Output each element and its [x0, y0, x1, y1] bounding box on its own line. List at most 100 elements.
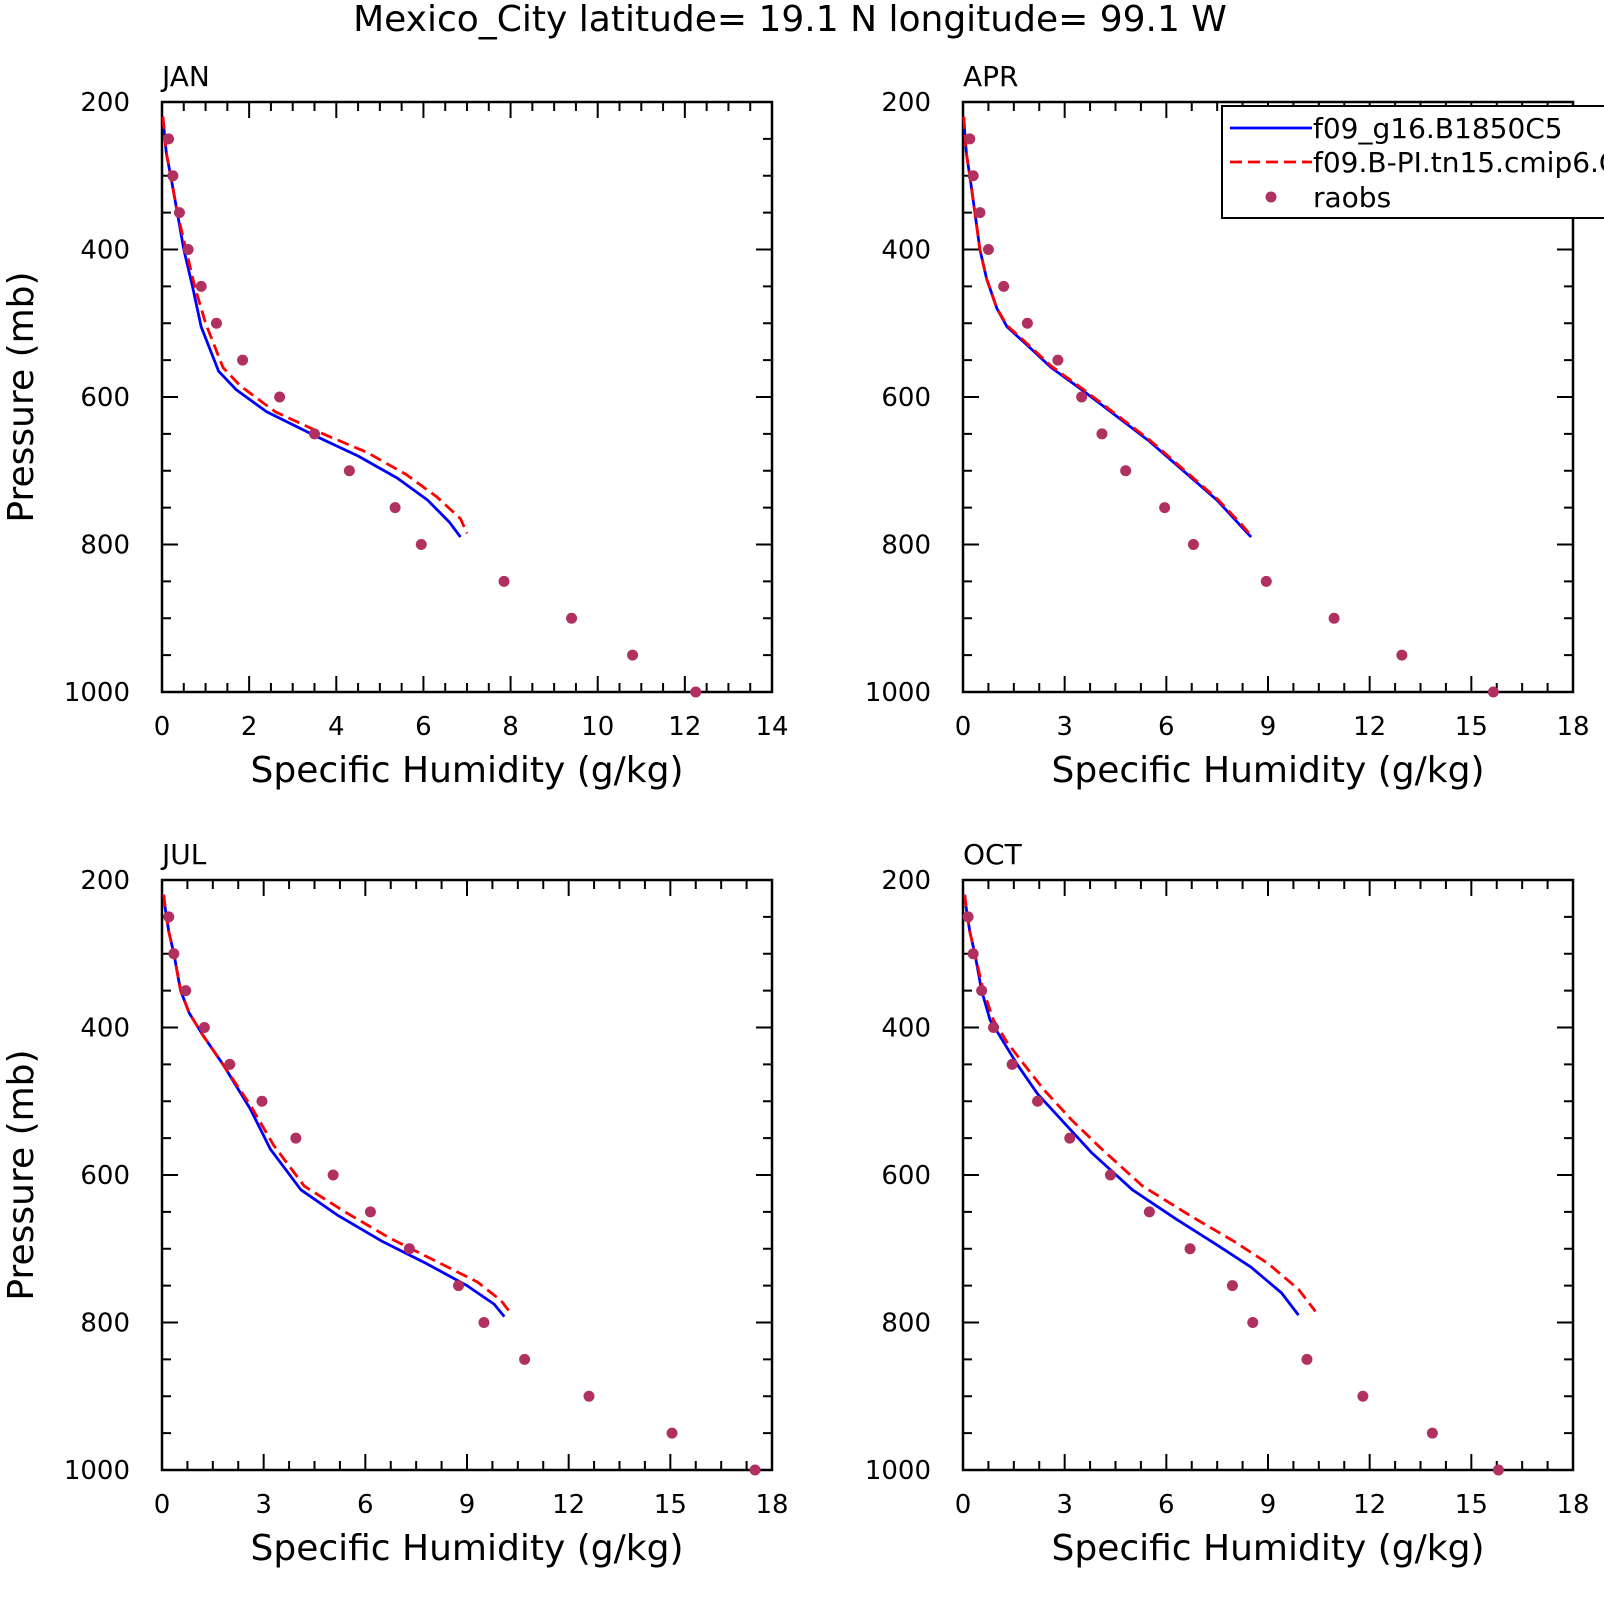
x-tick-label: 10	[581, 712, 614, 742]
figure-title: Mexico_City latitude= 19.1 N longitude= …	[353, 0, 1227, 40]
x-tick-label: 0	[154, 1490, 171, 1520]
raobs-point	[210, 317, 222, 329]
raobs-point	[478, 1317, 490, 1328]
series-line-dashed	[161, 116, 469, 534]
raobs-point	[690, 686, 702, 698]
raobs-point	[274, 391, 286, 403]
x-tick-label: 9	[459, 1490, 476, 1520]
y-tick-label: 1000	[865, 1456, 931, 1486]
y-tick-label: 400	[881, 236, 931, 266]
raobs-point	[180, 985, 192, 997]
raobs-point	[1187, 539, 1199, 550]
raobs-point	[163, 911, 175, 923]
legend: f09_g16.B1850C5f09.B-PI.tn15.cmip6.CRE.0…	[1221, 105, 1604, 219]
raobs-point	[1357, 1390, 1369, 1402]
raobs-point	[964, 133, 976, 145]
panel-label: OCT	[963, 838, 1023, 871]
x-tick-label: 4	[328, 712, 345, 742]
y-axis-label: Pressure (mb)	[1, 1049, 42, 1300]
raobs-point	[967, 948, 979, 960]
raobs-point	[1226, 1280, 1238, 1292]
y-tick-label: 1000	[64, 1456, 130, 1486]
y-tick-label: 400	[80, 236, 130, 266]
raobs-point	[998, 280, 1010, 292]
series-line-dashed	[162, 894, 513, 1315]
panel-oct: OCT 0 3 6 9 12 15 18 200 400 600 800 1000 Specific Hu…	[865, 838, 1590, 1569]
x-tick-label: 8	[502, 712, 519, 742]
raobs-point	[1064, 1132, 1076, 1144]
raobs-point	[343, 465, 355, 477]
raobs-point	[364, 1206, 376, 1218]
x-tick-label: 6	[1158, 1490, 1175, 1520]
panel-apr: APR 0 3 6 9 12 15 18 200 400 600 800 1000 Specific Hu…	[865, 60, 1604, 791]
raobs-point	[1143, 1206, 1155, 1218]
raobs-point	[1396, 649, 1408, 661]
raobs-point	[749, 1464, 761, 1476]
raobs-point	[224, 1058, 236, 1070]
series-line-solid	[162, 894, 506, 1318]
x-tick-label: 3	[255, 1490, 272, 1520]
x-axis-label: Specific Humidity (g/kg)	[1051, 750, 1484, 791]
raobs-point	[974, 207, 986, 219]
x-tick-label: 18	[1556, 1490, 1589, 1520]
y-tick-label: 200	[80, 88, 130, 118]
raobs-point	[290, 1132, 302, 1144]
y-tick-label: 600	[881, 383, 931, 413]
raobs-point	[498, 575, 510, 587]
raobs-point	[1096, 428, 1108, 440]
raobs-point	[1247, 1317, 1259, 1328]
series-line-solid	[963, 894, 1300, 1316]
plot-frame	[160, 100, 774, 694]
y-tick-label: 400	[80, 1014, 130, 1044]
raobs-point	[1301, 1353, 1313, 1365]
x-tick-label: 15	[1455, 712, 1488, 742]
raobs-point	[583, 1390, 595, 1402]
raobs-point	[1260, 575, 1272, 587]
x-tick-label: 2	[241, 712, 258, 742]
raobs-point	[1021, 317, 1033, 329]
raobs-point	[198, 1022, 210, 1033]
raobs-point	[1159, 502, 1171, 514]
x-tick-label: 0	[955, 1490, 972, 1520]
y-tick-label: 600	[80, 1161, 130, 1191]
raobs-point	[519, 1353, 531, 1365]
panel-label: JAN	[160, 60, 210, 93]
x-tick-label: 15	[654, 1490, 687, 1520]
x-tick-label: 14	[755, 712, 788, 742]
x-tick-label: 0	[955, 712, 972, 742]
panel-jan: JAN 0 2 4 6 8 10 12 14 200 400 600 800 1000 Specific H…	[1, 60, 789, 791]
raobs-point	[566, 612, 578, 624]
y-tick-label: 200	[80, 866, 130, 896]
x-tick-label: 9	[1260, 1490, 1277, 1520]
y-tick-label: 1000	[865, 678, 931, 708]
raobs-point	[1032, 1095, 1044, 1107]
raobs-point	[1426, 1427, 1438, 1439]
raobs-point	[163, 133, 175, 145]
raobs-point	[1120, 465, 1132, 477]
y-tick-label: 400	[881, 1014, 931, 1044]
y-tick-label: 600	[80, 383, 130, 413]
x-tick-label: 18	[755, 1490, 788, 1520]
y-tick-label: 800	[80, 531, 130, 561]
x-tick-label: 9	[1260, 712, 1277, 742]
y-tick-label: 200	[881, 866, 931, 896]
raobs-point	[256, 1095, 268, 1107]
raobs-point	[237, 354, 249, 366]
x-axis-label: Specific Humidity (g/kg)	[250, 750, 683, 791]
y-tick-label: 1000	[64, 678, 130, 708]
raobs-point	[415, 539, 427, 550]
panel-label: APR	[963, 60, 1019, 93]
series-line-solid	[161, 116, 462, 538]
raobs-point	[627, 649, 639, 661]
x-axis-label: Specific Humidity (g/kg)	[250, 1528, 683, 1569]
y-tick-label: 600	[881, 1161, 931, 1191]
raobs-point	[1487, 686, 1499, 698]
raobs-point	[1184, 1243, 1196, 1255]
x-tick-label: 3	[1056, 1490, 1073, 1520]
raobs-point	[982, 244, 994, 255]
plot-frame	[160, 878, 774, 1472]
x-axis-label: Specific Humidity (g/kg)	[1051, 1528, 1484, 1569]
x-tick-label: 6	[415, 712, 432, 742]
series-line-solid	[962, 116, 1253, 539]
